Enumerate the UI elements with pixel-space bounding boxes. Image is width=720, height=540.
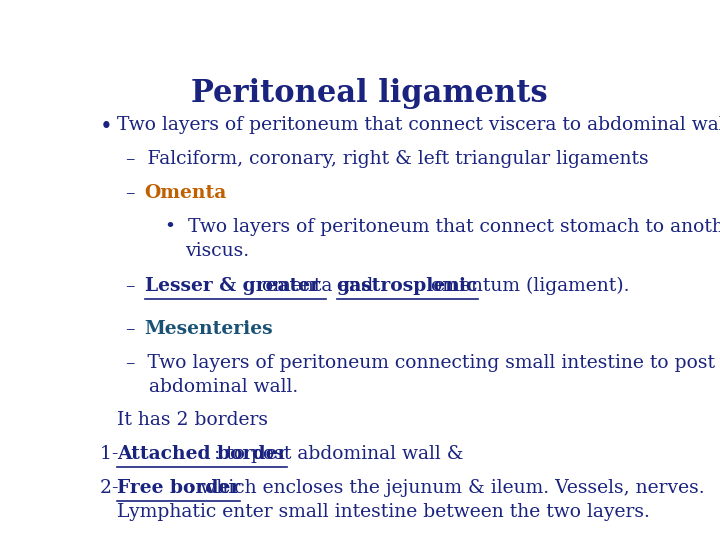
Text: omentum (ligament).: omentum (ligament). [425,277,629,295]
Text: –: – [126,277,148,295]
Text: gastrosplenic: gastrosplenic [337,277,478,295]
Text: It has 2 borders: It has 2 borders [117,411,268,429]
Text: –: – [126,320,148,338]
Text: Lesser & greater: Lesser & greater [145,277,326,295]
Text: Attached border: Attached border [117,445,287,463]
Text: 2-: 2- [100,479,125,497]
Text: Peritoneal ligaments: Peritoneal ligaments [191,78,547,109]
Text: omenta and: omenta and [262,277,379,295]
Text: : which encloses the jejunum & ileum. Vessels, nerves.: : which encloses the jejunum & ileum. Ve… [188,479,704,497]
Text: –: – [126,184,148,202]
Text: –  Two layers of peritoneum connecting small intestine to post: – Two layers of peritoneum connecting sm… [126,354,715,372]
Text: –  Falciform, coronary, right & left triangular ligaments: – Falciform, coronary, right & left tria… [126,150,649,167]
Text: : to post abdominal wall &: : to post abdominal wall & [214,445,464,463]
Text: •: • [100,116,113,138]
Text: Free border: Free border [117,479,240,497]
Text: Mesenteries: Mesenteries [145,320,274,338]
Text: Omenta: Omenta [145,184,227,202]
Text: abdominal wall.: abdominal wall. [148,379,298,396]
Text: Two layers of peritoneum that connect viscera to abdominal walls.: Two layers of peritoneum that connect vi… [117,116,720,133]
Text: Lymphatic enter small intestine between the two layers.: Lymphatic enter small intestine between … [117,503,649,521]
Text: viscus.: viscus. [185,242,249,260]
Text: 1-: 1- [100,445,125,463]
Text: •  Two layers of peritoneum that connect stomach to another: • Two layers of peritoneum that connect … [166,218,720,236]
